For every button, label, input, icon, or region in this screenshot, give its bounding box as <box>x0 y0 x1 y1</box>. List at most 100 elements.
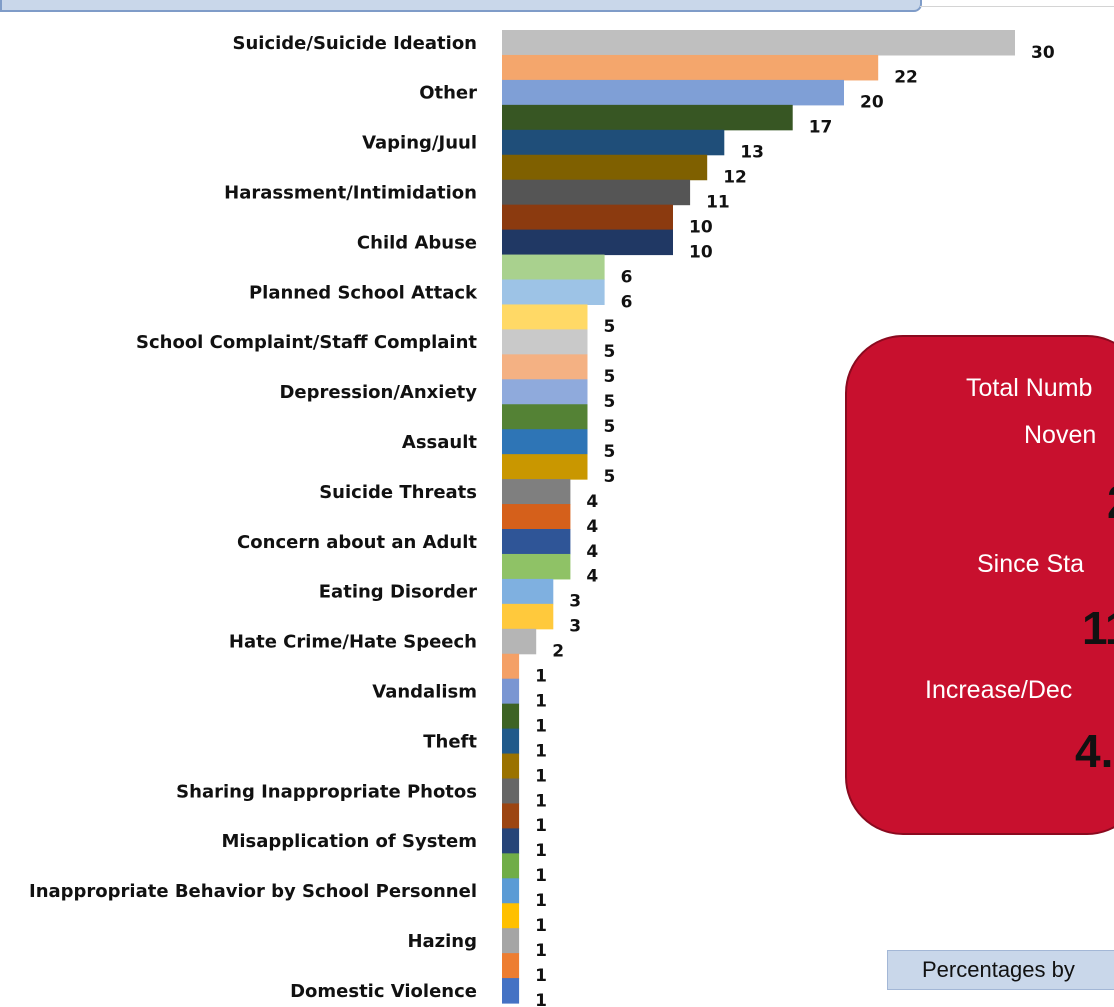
bar <box>502 653 520 680</box>
bar <box>502 354 588 380</box>
category-label: Hate Crime/Hate Speech <box>229 632 477 653</box>
bar-value-label: 5 <box>604 367 616 387</box>
stats-change-value: 4. <box>1075 725 1114 777</box>
bar <box>502 578 554 605</box>
category-label: Child Abuse <box>357 232 477 253</box>
bar <box>502 179 691 206</box>
bar-value-label: 1 <box>535 791 547 811</box>
bar-value-label: 1 <box>535 741 547 761</box>
bar <box>502 928 520 954</box>
bar-value-label: 1 <box>535 667 547 687</box>
bar-value-label: 5 <box>604 467 616 487</box>
bar <box>502 703 520 730</box>
bar-value-label: 12 <box>723 168 747 188</box>
bar <box>502 329 588 355</box>
bar-value-label: 13 <box>740 143 764 163</box>
category-label: Concern about an Adult <box>237 532 477 553</box>
stats-panel: Total Numb Noven 2 Since Sta 11 Increase… <box>845 335 1114 835</box>
bar <box>502 903 520 929</box>
bar-value-label: 4 <box>586 542 598 562</box>
bar <box>502 603 554 630</box>
category-label: Misapplication of System <box>221 831 477 852</box>
category-label: Harassment/Intimidation <box>224 182 477 203</box>
category-label: Vaping/Juul <box>362 133 477 154</box>
bar-value-label: 5 <box>604 317 616 337</box>
bar <box>502 978 520 1004</box>
bar-value-label: 5 <box>604 342 616 362</box>
category-label: Eating Disorder <box>319 582 477 603</box>
category-label: Planned School Attack <box>249 282 478 303</box>
bar <box>502 379 588 405</box>
bar <box>502 204 673 231</box>
bar <box>502 154 708 181</box>
bar-value-label: 1 <box>535 766 547 786</box>
bar <box>502 504 571 530</box>
bar <box>502 79 844 106</box>
bar <box>502 628 537 655</box>
header-divider <box>920 6 1114 7</box>
bar-value-label: 1 <box>535 716 547 736</box>
bar-value-label: 30 <box>1031 43 1055 63</box>
bar <box>502 529 571 555</box>
bar <box>502 953 520 979</box>
bar-value-label: 1 <box>535 891 547 911</box>
bar <box>502 853 520 879</box>
stats-since-label: Since Sta <box>977 550 1085 578</box>
bar-value-label: 1 <box>535 691 547 711</box>
bar-value-label: 5 <box>604 442 616 462</box>
bar <box>502 878 520 904</box>
bar <box>502 30 1015 56</box>
bar <box>502 728 520 755</box>
category-label: School Complaint/Staff Complaint <box>136 332 477 353</box>
bar-value-label: 6 <box>621 267 633 287</box>
bar-value-label: 1 <box>535 991 547 1007</box>
bar-value-label: 4 <box>586 517 598 537</box>
bar-value-label: 5 <box>604 392 616 412</box>
bar-value-label: 1 <box>535 841 547 861</box>
bar <box>502 129 725 156</box>
bar-value-label: 3 <box>569 617 581 637</box>
category-label: Depression/Anxiety <box>279 382 477 403</box>
category-label: Inappropriate Behavior by School Personn… <box>29 881 477 902</box>
bar <box>502 778 520 804</box>
category-label: Theft <box>423 731 477 752</box>
category-label: Hazing <box>407 931 477 952</box>
bar-value-label: 1 <box>535 916 547 936</box>
category-label: Suicide Threats <box>319 482 477 503</box>
bar-value-label: 5 <box>604 417 616 437</box>
bar <box>502 479 571 505</box>
category-label: Other <box>419 83 477 104</box>
bar-value-label: 1 <box>535 966 547 986</box>
category-label: Sharing Inappropriate Photos <box>176 781 477 802</box>
category-label: Domestic Violence <box>290 981 477 1002</box>
bar-value-label: 4 <box>586 567 598 587</box>
bar-value-label: 1 <box>535 816 547 836</box>
bar-value-label: 1 <box>535 941 547 961</box>
bar-value-label: 4 <box>586 492 598 512</box>
bar <box>502 229 673 256</box>
bar-value-label: 17 <box>809 118 833 138</box>
stats-month-value: 2 <box>1107 475 1114 529</box>
bar <box>502 803 520 829</box>
bar-value-label: 11 <box>706 192 730 212</box>
bar <box>502 454 588 480</box>
bar-value-label: 10 <box>689 217 713 237</box>
bar <box>502 404 588 430</box>
bar <box>502 553 571 580</box>
bar-value-label: 10 <box>689 242 713 262</box>
bar-value-label: 22 <box>894 68 918 88</box>
stats-change-label: Increase/Dec <box>925 676 1073 704</box>
bar-value-label: 3 <box>569 592 581 612</box>
stats-month-label: Noven <box>1024 421 1097 449</box>
stats-since-value: 11 <box>1082 602 1114 654</box>
bar <box>502 429 588 455</box>
percentages-button[interactable]: Percentages by <box>887 950 1114 990</box>
bar <box>502 254 605 281</box>
bar <box>502 304 588 330</box>
bar-value-label: 2 <box>552 642 564 662</box>
bar <box>502 678 520 705</box>
category-label: Assault <box>402 432 477 453</box>
bar <box>502 828 520 854</box>
bar <box>502 753 520 780</box>
